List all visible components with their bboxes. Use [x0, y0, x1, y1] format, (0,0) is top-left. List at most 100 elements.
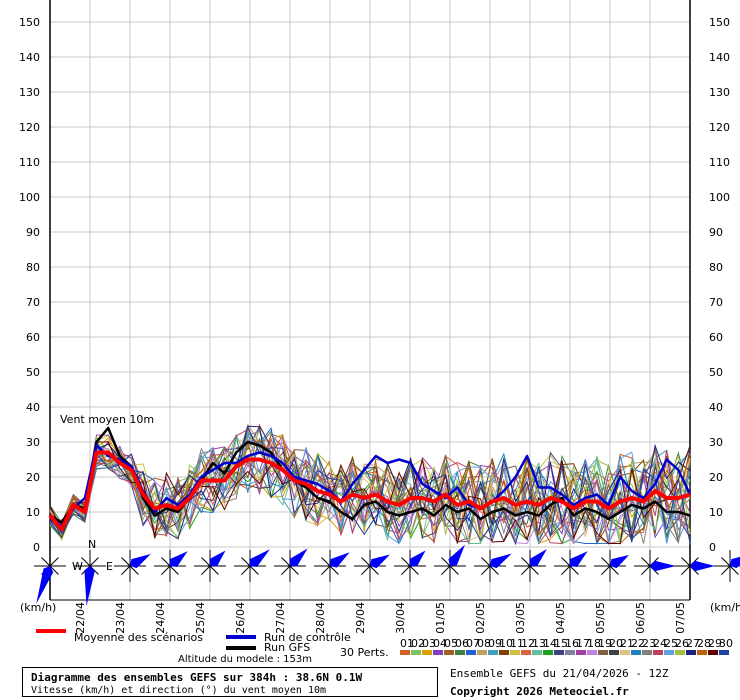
- pert-swatch-21: [620, 650, 630, 655]
- wind-rose: [674, 550, 715, 582]
- pert-swatch-20: [609, 650, 619, 655]
- rose-spoke: [289, 565, 299, 575]
- footer-subtitle: Vitesse (km/h) et direction (°) du vent …: [31, 685, 327, 696]
- rose-spoke: [681, 565, 691, 575]
- y-tick-label-left: 50: [26, 366, 40, 379]
- rose-petal: [650, 560, 676, 572]
- y-tick-label-left: 40: [26, 401, 40, 414]
- wind-rose: [394, 550, 426, 582]
- y-tick-label-right: 30: [709, 436, 723, 449]
- rose-spoke: [49, 557, 59, 567]
- rose-spoke: [441, 557, 451, 567]
- rose-spoke: [281, 565, 291, 575]
- pert-swatch-07: [466, 650, 476, 655]
- rose-spoke: [241, 557, 251, 567]
- x-tick-label: 07/05: [674, 602, 687, 634]
- rose-spoke: [681, 557, 691, 567]
- y-axis-right: 0 10 20 30 40 50 60 70 80 90 100 110 120 130 140 150: [709, 16, 730, 554]
- rose-petal: [250, 549, 270, 567]
- rose-spoke: [89, 565, 99, 575]
- rose-spoke: [241, 565, 251, 575]
- rose-spoke: [81, 557, 91, 567]
- rose-spoke: [481, 557, 491, 567]
- y-tick-label-right: 10: [709, 506, 723, 519]
- rose-spoke: [281, 557, 291, 567]
- y-tick-label-right: 50: [709, 366, 723, 379]
- y-tick-label-right: 60: [709, 331, 723, 344]
- legend-gfs-label: Run GFS: [264, 641, 310, 654]
- footer-title: Diagramme des ensembles GEFS sur 384h : …: [31, 671, 363, 684]
- y-tick-label-left: 130: [19, 86, 40, 99]
- wind-rose-row: NW E: [34, 538, 740, 606]
- y-tick-label-left: 60: [26, 331, 40, 344]
- pert-label-06: 06: [455, 637, 469, 650]
- x-tick-label: 28/04: [314, 602, 327, 634]
- pert-label-13: 13: [532, 637, 546, 650]
- unit-left: (km/h): [20, 601, 56, 614]
- rose-petal: [409, 550, 426, 567]
- pert-swatch-17: [576, 650, 586, 655]
- pert-label-27: 27: [686, 637, 700, 650]
- member-line-16: [49, 430, 691, 546]
- pert-swatch-03: [422, 650, 432, 655]
- pert-swatch-01: [400, 650, 410, 655]
- rose-petal: [570, 551, 588, 567]
- pert-swatch-18: [587, 650, 597, 655]
- wind-rose: [714, 550, 740, 582]
- wind-rose: [554, 550, 588, 582]
- x-tick-label: 25/04: [194, 602, 207, 634]
- y-tick-label-right: 110: [709, 156, 730, 169]
- pert-label-14: 14: [543, 637, 557, 650]
- rose-spoke: [361, 565, 371, 575]
- rose-spoke: [441, 565, 451, 575]
- mean-line: [48, 450, 691, 532]
- pert-swatch-08: [477, 650, 487, 655]
- pert-label-25: 25: [664, 637, 678, 650]
- x-tick-label: 03/05: [514, 602, 527, 634]
- x-tick-label: 29/04: [354, 602, 367, 634]
- pert-label-02: 02: [411, 637, 425, 650]
- wind-rose: [634, 550, 676, 582]
- rose-spoke: [721, 557, 731, 567]
- pert-swatch-05: [444, 650, 454, 655]
- pert-swatch-06: [455, 650, 465, 655]
- x-tick-label: 27/04: [274, 602, 287, 634]
- pert-label-01: 01: [400, 637, 414, 650]
- wind-rose: [594, 550, 630, 582]
- y-tick-label-left: 120: [19, 121, 40, 134]
- pert-swatch-26: [675, 650, 685, 655]
- perturbation-legend: 0102030405060708091011121314151617181920…: [400, 637, 733, 655]
- x-tick-label: 30/04: [394, 602, 407, 634]
- x-tick-label: 26/04: [234, 602, 247, 634]
- y-tick-label-left: 0: [33, 541, 40, 554]
- rose-spoke: [121, 565, 131, 575]
- rose-petal: [209, 550, 226, 567]
- y-tick-label-left: 10: [26, 506, 40, 519]
- member-line-29: [49, 441, 691, 544]
- pert-label-30: 30: [719, 637, 733, 650]
- legend-mean-label: Moyenne des scénarios: [74, 631, 203, 644]
- y-tick-label-left: 20: [26, 471, 40, 484]
- rose-petal: [84, 566, 95, 606]
- y-axis-left: 0 10 20 30 40 50 60 70 80 90 100 110 120 130 140 150: [19, 16, 40, 554]
- pert-swatch-27: [686, 650, 696, 655]
- pert-swatch-09: [488, 650, 498, 655]
- y-tick-label-right: 70: [709, 296, 723, 309]
- pert-swatch-22: [631, 650, 641, 655]
- pert-swatch-23: [642, 650, 652, 655]
- legend-perts-label: 30 Perts.: [340, 646, 389, 659]
- rose-petal: [289, 548, 308, 567]
- pert-label-23: 23: [642, 637, 656, 650]
- x-tick-label: 06/05: [634, 602, 647, 634]
- rose-petal: [170, 551, 188, 567]
- rose-petal: [448, 544, 465, 566]
- compass-east-label: E: [106, 560, 113, 573]
- pert-label-10: 10: [499, 637, 513, 650]
- compass-west-label: W: [72, 560, 83, 573]
- pert-swatch-29: [708, 650, 718, 655]
- legend-control-label: Run de contrôle: [264, 631, 351, 644]
- rose-spoke: [161, 565, 171, 575]
- y-tick-label-right: 140: [709, 51, 730, 64]
- rose-spoke: [321, 557, 331, 567]
